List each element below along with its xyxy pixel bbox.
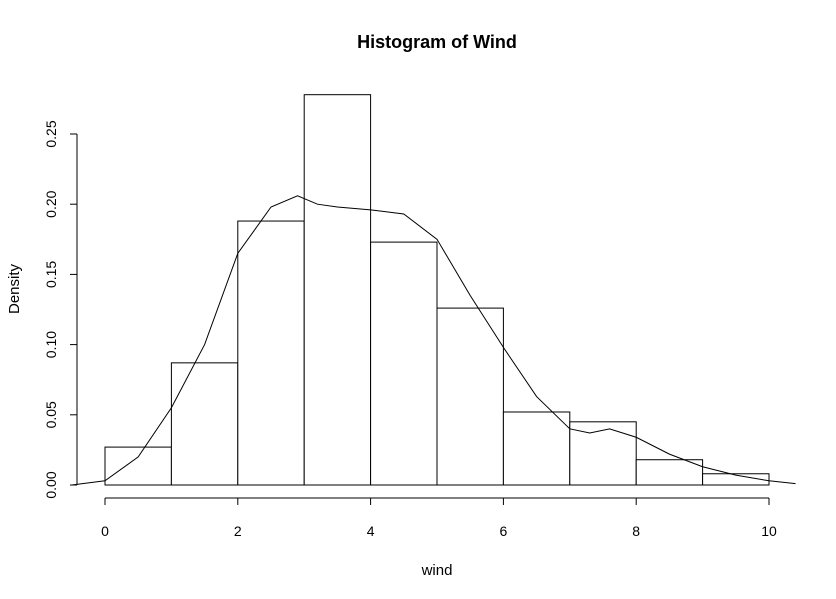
x-tick-label: 10 bbox=[761, 523, 777, 539]
y-tick-label: 0.05 bbox=[43, 401, 59, 428]
histogram-bar-4 bbox=[370, 241, 438, 486]
x-tick-label: 0 bbox=[101, 523, 109, 539]
histogram-bar-1 bbox=[170, 362, 239, 486]
histogram-bar-6 bbox=[502, 411, 571, 486]
histogram-bar-7 bbox=[569, 421, 637, 486]
histogram-bar-9 bbox=[702, 473, 770, 486]
y-tick-label: 0.15 bbox=[43, 261, 59, 288]
y-tick-label: 0.10 bbox=[43, 331, 59, 358]
histogram-bars bbox=[104, 94, 770, 486]
x-tick-label: 8 bbox=[632, 523, 640, 539]
chart-title: Histogram of Wind bbox=[357, 32, 517, 52]
x-axis-label: wind bbox=[421, 562, 453, 579]
y-tick-label: 0.20 bbox=[43, 190, 59, 217]
histogram-bar-2 bbox=[237, 220, 305, 486]
x-axis: 0 2 4 6 8 10 bbox=[101, 497, 777, 539]
x-tick-label: 6 bbox=[500, 523, 508, 539]
histogram-bar-0 bbox=[104, 446, 172, 486]
y-axis-label: Density bbox=[6, 263, 23, 314]
histogram-bar-8 bbox=[635, 459, 704, 486]
y-tick-label: 0.25 bbox=[43, 120, 59, 147]
y-axis: 0.00 0.05 0.10 0.15 0.20 0.25 bbox=[43, 120, 78, 499]
y-tick-label: 0.00 bbox=[43, 471, 59, 498]
x-tick-label: 2 bbox=[234, 523, 242, 539]
histogram-bar-3 bbox=[303, 94, 372, 486]
density-curve bbox=[71, 195, 796, 486]
histogram-bar-5 bbox=[436, 307, 504, 486]
x-tick-label: 4 bbox=[367, 523, 375, 539]
